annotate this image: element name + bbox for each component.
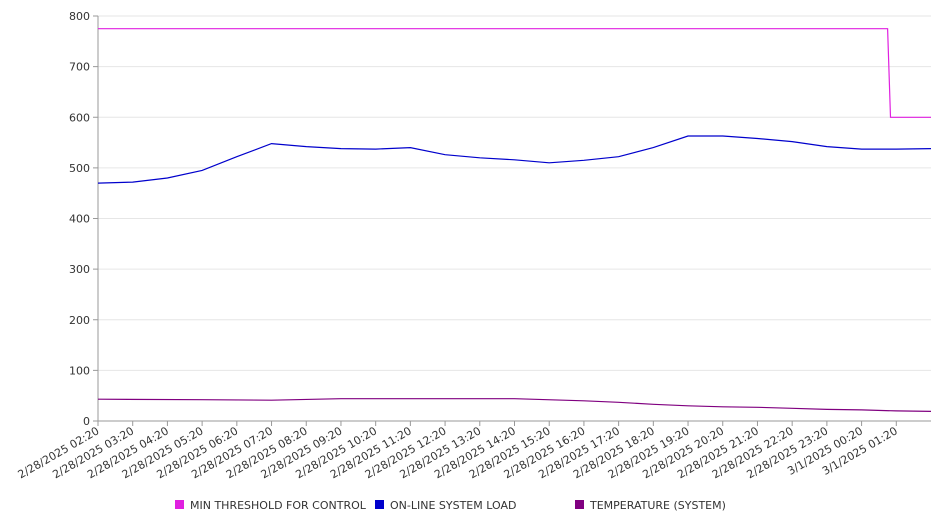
y-tick-label: 300 — [69, 263, 90, 276]
series-line — [97, 398, 932, 412]
series-line — [98, 28, 931, 118]
x-axis: 2/28/2025 02:202/28/2025 03:202/28/2025 … — [16, 420, 931, 481]
legend-label[interactable]: ON-LINE SYSTEM LOAD — [390, 499, 516, 512]
y-tick-label: 100 — [69, 364, 90, 377]
y-tick-label: 0 — [83, 415, 90, 428]
y-tick-label: 400 — [69, 213, 90, 226]
y-tick-label: 600 — [69, 111, 90, 124]
legend-swatch — [175, 500, 184, 509]
series-lines — [97, 28, 932, 412]
series-line — [97, 135, 932, 184]
legend-swatch — [375, 500, 384, 509]
y-axis: 0 100 200 300 400 500 600 700 800 — [69, 10, 99, 428]
gridlines — [98, 15, 931, 371]
y-tick-label: 200 — [69, 314, 90, 327]
legend: MIN THRESHOLD FOR CONTROL ON-LINE SYSTEM … — [175, 499, 726, 512]
legend-label[interactable]: TEMPERATURE (SYSTEM) — [589, 499, 726, 512]
y-tick-label: 800 — [69, 10, 90, 23]
legend-swatch — [575, 500, 584, 509]
y-tick-label: 700 — [69, 61, 90, 74]
legend-label[interactable]: MIN THRESHOLD FOR CONTROL — [190, 499, 367, 512]
y-tick-label: 500 — [69, 162, 90, 175]
